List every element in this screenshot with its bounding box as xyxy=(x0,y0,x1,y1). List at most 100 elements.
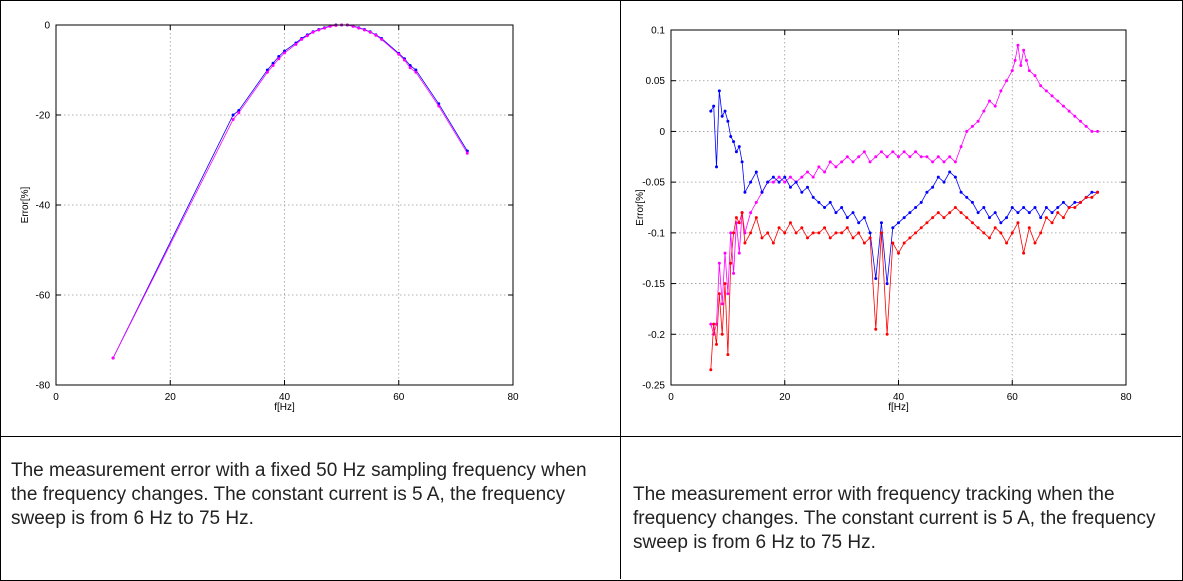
x-tick-label: 40 xyxy=(893,392,905,403)
data-point xyxy=(970,221,974,225)
data-point xyxy=(993,104,997,108)
y-tick-label: -0.1 xyxy=(648,228,666,239)
data-point xyxy=(891,241,895,245)
chart-svg: 0 20 40 60 80 0 -20 -40 -60 -80 f[Hz] Error[%] xyxy=(20,21,519,414)
data-point xyxy=(720,302,724,306)
data-point xyxy=(1013,58,1017,62)
data-point xyxy=(729,261,733,265)
data-point xyxy=(862,150,866,154)
data-point xyxy=(1061,216,1065,220)
data-point xyxy=(465,151,469,155)
data-point xyxy=(982,109,986,113)
data-point xyxy=(942,180,946,184)
data-point xyxy=(760,190,764,194)
data-point xyxy=(868,231,872,235)
data-point xyxy=(976,226,980,230)
data-point xyxy=(1010,206,1014,209)
data-point xyxy=(1044,206,1048,209)
data-point xyxy=(1016,211,1020,215)
data-point xyxy=(879,150,883,154)
data-point xyxy=(1056,99,1060,103)
data-point xyxy=(749,211,753,215)
data-point xyxy=(976,119,980,123)
data-point xyxy=(891,150,895,154)
data-point xyxy=(294,42,298,46)
data-point xyxy=(800,226,804,230)
data-point xyxy=(834,231,838,235)
data-point xyxy=(1022,251,1026,255)
data-point xyxy=(1067,109,1071,113)
data-point xyxy=(743,190,747,194)
data-point xyxy=(1050,211,1054,215)
data-point xyxy=(777,226,781,230)
data-point xyxy=(328,24,332,28)
data-point xyxy=(806,185,809,189)
data-point xyxy=(868,160,872,164)
row-divider xyxy=(0,436,1181,437)
series-line-1 xyxy=(710,45,1098,336)
data-point xyxy=(726,292,730,296)
x-tick-label: 0 xyxy=(668,392,674,403)
data-point xyxy=(885,155,889,159)
data-point xyxy=(732,140,736,144)
data-point xyxy=(1033,206,1037,209)
data-point xyxy=(1044,89,1048,93)
data-point xyxy=(737,251,741,255)
data-point xyxy=(794,231,798,235)
data-point xyxy=(976,211,980,215)
data-point xyxy=(709,109,713,113)
data-point xyxy=(902,241,906,245)
data-point xyxy=(734,150,738,154)
data-point xyxy=(1084,195,1088,199)
data-point xyxy=(771,180,775,184)
data-point xyxy=(948,155,952,159)
x-tick-label: 0 xyxy=(53,392,59,403)
data-point xyxy=(729,135,733,138)
data-point xyxy=(948,170,952,174)
data-point xyxy=(717,292,721,296)
data-point xyxy=(834,211,838,215)
data-point xyxy=(720,114,724,118)
data-point xyxy=(277,55,281,58)
data-point xyxy=(771,241,775,245)
y-tick-label: 0 xyxy=(659,127,665,138)
data-point xyxy=(988,99,991,103)
data-point xyxy=(885,332,889,336)
data-point xyxy=(931,216,935,220)
data-point xyxy=(783,180,787,184)
data-point xyxy=(1024,58,1028,62)
data-point xyxy=(237,111,241,115)
data-point xyxy=(965,129,969,133)
data-point xyxy=(1010,231,1014,235)
data-point xyxy=(1033,241,1037,245)
data-point xyxy=(959,145,963,149)
data-point xyxy=(868,236,872,240)
data-point xyxy=(437,104,441,108)
data-point xyxy=(828,160,832,164)
data-point xyxy=(936,211,940,215)
data-point xyxy=(737,145,741,149)
data-point xyxy=(823,206,827,209)
data-point xyxy=(970,200,974,204)
data-point xyxy=(397,52,401,56)
data-point xyxy=(766,231,770,235)
data-point xyxy=(811,195,815,199)
data-point xyxy=(1027,211,1031,215)
data-point xyxy=(1027,69,1031,73)
data-point xyxy=(1056,211,1060,215)
y-tick-label: 0.1 xyxy=(651,26,665,37)
data-point xyxy=(1090,195,1094,199)
data-point xyxy=(712,104,716,108)
data-point xyxy=(1010,69,1014,73)
data-point xyxy=(857,221,861,225)
data-point xyxy=(999,89,1003,93)
y-tick-label: -0.15 xyxy=(642,279,665,290)
data-point xyxy=(885,282,889,286)
data-point xyxy=(1090,190,1094,194)
data-point xyxy=(891,226,895,230)
chart-svg: 0 20 40 60 80 0.1 0.05 0 -0.05 -0.1 -0.15 -0.2 -0.25… xyxy=(635,26,1132,414)
data-point xyxy=(729,231,733,235)
data-point xyxy=(111,356,115,360)
data-point xyxy=(231,118,235,121)
data-point xyxy=(1050,94,1054,98)
